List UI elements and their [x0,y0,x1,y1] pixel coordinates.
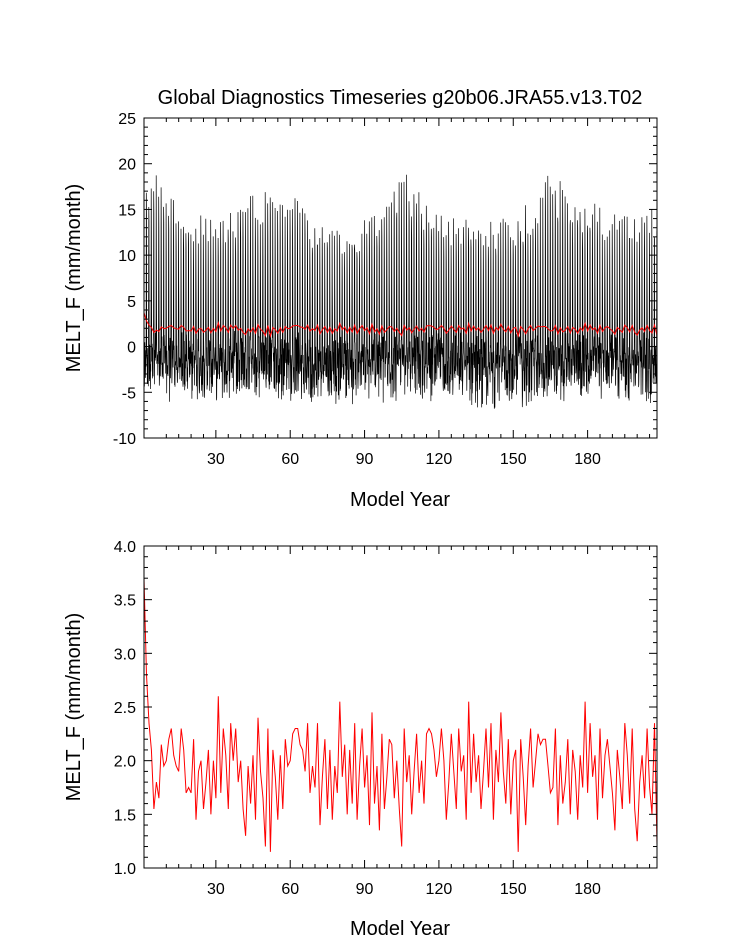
top-x-tick-label: 60 [281,451,299,468]
bottom-x-tick-label: 180 [574,881,601,898]
top-x-tick-label: 30 [207,451,225,468]
top-plot-frame [143,117,658,439]
top-y-tick-label: -10 [113,431,136,448]
top-axis-ticks: 30 60 90 120 150 180 -10 -5 0 5 10 15 20 25 [113,111,657,468]
top-y-tick-label: -5 [122,385,136,402]
top-y-axis-label: MELT_F (mm/month) [63,184,85,373]
monthly-series-line [143,174,658,409]
bottom-plot-area [143,578,658,852]
bottom-y-tick-label: 3.0 [114,646,136,663]
bottom-y-tick-label: 2.0 [114,754,136,771]
bottom-x-axis-label: Model Year [350,918,450,940]
chart-top-panel: Global Diagnostics Timeseries g20b06.JRA… [63,87,658,511]
chart-title: Global Diagnostics Timeseries g20b06.JRA… [158,87,643,109]
annual-mean-series-line [143,578,658,852]
top-x-tick-label: 150 [500,451,527,468]
bottom-x-tick-label: 90 [356,881,374,898]
top-x-tick-label: 180 [574,451,601,468]
top-y-tick-label: 15 [118,202,136,219]
bottom-x-tick-label: 150 [500,881,527,898]
top-y-tick-label: 25 [118,111,136,128]
top-x-tick-label: 90 [356,451,374,468]
bottom-axis-ticks: 30 60 90 120 150 180 1.0 1.5 2.0 2.5 3.0 3.5 4.0 [114,539,657,898]
top-y-tick-label: 10 [118,248,136,265]
top-plot-area [143,174,658,409]
top-y-tick-label: 0 [127,340,136,357]
top-y-tick-label: 20 [118,157,136,174]
bottom-x-tick-label: 30 [207,881,225,898]
bottom-plot-frame [143,545,658,869]
bottom-y-tick-label: 4.0 [114,539,136,556]
chart-bottom-panel: 30 60 90 120 150 180 1.0 1.5 2.0 2.5 3.0 3.5 4.0 Mod… [63,539,658,940]
bottom-y-tick-label: 2.5 [114,700,136,717]
annual-mean-series-line [143,312,658,339]
top-x-tick-label: 120 [426,451,453,468]
bottom-y-tick-label: 1.0 [114,861,136,878]
bottom-y-axis-label: MELT_F (mm/month) [63,613,85,802]
bottom-x-tick-label: 60 [281,881,299,898]
bottom-x-tick-label: 120 [426,881,453,898]
top-x-axis-label: Model Year [350,489,450,511]
bottom-y-tick-label: 1.5 [114,807,136,824]
top-y-tick-label: 5 [127,294,136,311]
bottom-y-tick-label: 3.5 [114,593,136,610]
